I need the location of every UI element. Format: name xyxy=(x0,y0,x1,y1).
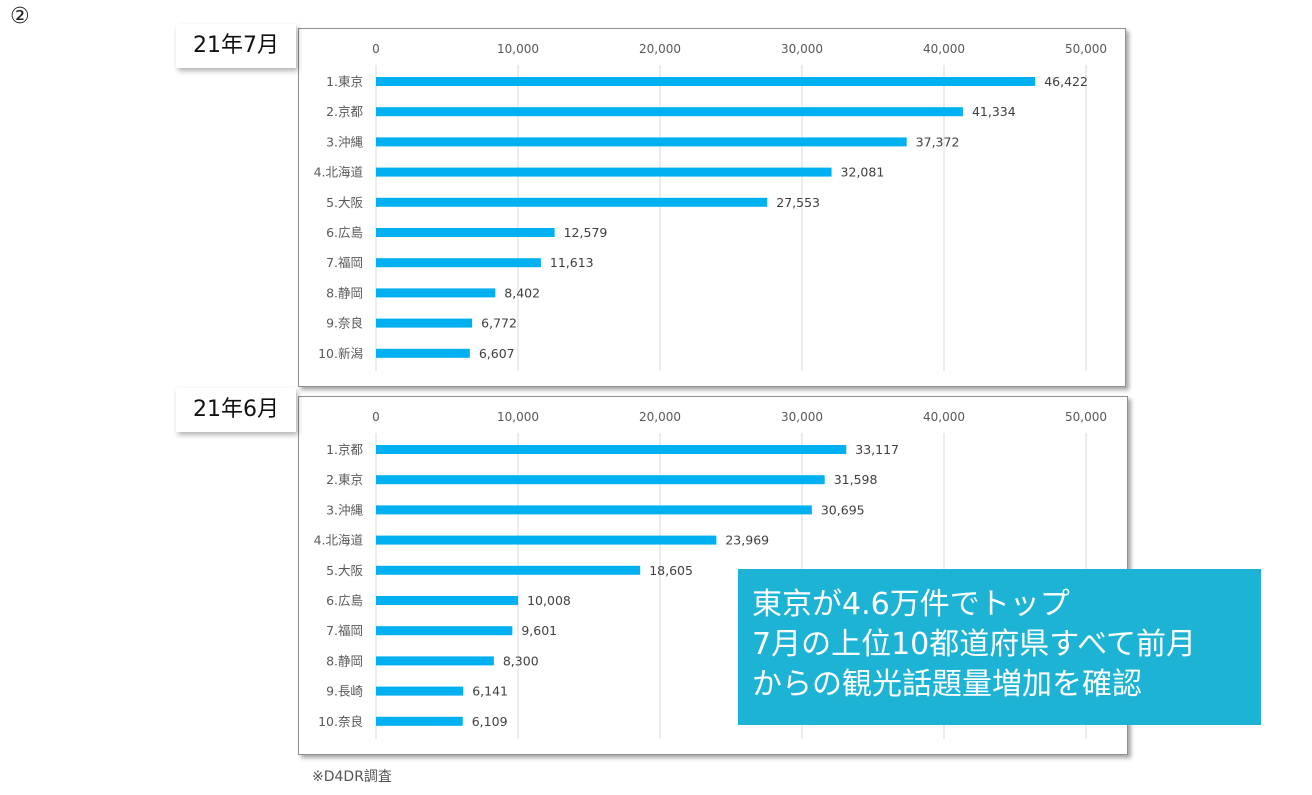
x-tick-label-july: 50,000 xyxy=(1065,42,1107,56)
bar-june xyxy=(376,445,846,454)
data-label-july: 37,372 xyxy=(916,134,960,149)
callout-line-2: 7月の上位10都道府県すべて前月 xyxy=(752,625,1247,665)
category-label-june: 1.京都 xyxy=(326,442,363,457)
bar-july xyxy=(376,168,832,177)
data-label-june: 10,008 xyxy=(527,593,571,608)
category-label-july: 7.福岡 xyxy=(326,255,363,270)
data-label-june: 33,117 xyxy=(855,442,899,457)
data-label-july: 41,334 xyxy=(972,104,1016,119)
source-note: ※D4DR調査 xyxy=(312,766,392,786)
category-label-june: 3.沖縄 xyxy=(326,502,363,517)
data-label-july: 6,607 xyxy=(479,346,515,361)
category-label-july: 3.沖縄 xyxy=(326,134,363,149)
x-tick-label-july: 30,000 xyxy=(781,42,823,56)
bar-june xyxy=(376,687,463,696)
callout-line-3: からの観光話題量増加を確認 xyxy=(752,665,1247,705)
bar-july xyxy=(376,228,555,237)
bar-june xyxy=(376,536,716,545)
bar-july xyxy=(376,258,541,267)
category-label-june: 8.静岡 xyxy=(326,653,363,668)
x-tick-label-june: 40,000 xyxy=(923,410,965,424)
bar-july xyxy=(376,107,963,116)
bar-june xyxy=(376,566,640,575)
data-label-july: 12,579 xyxy=(564,225,608,240)
data-label-june: 6,141 xyxy=(472,684,508,699)
x-tick-label-july: 10,000 xyxy=(497,42,539,56)
bar-june xyxy=(376,475,825,484)
category-label-june: 5.大阪 xyxy=(326,563,363,578)
category-label-july: 10.新潟 xyxy=(318,346,363,361)
category-label-june: 7.福岡 xyxy=(326,623,363,638)
category-label-july: 2.京都 xyxy=(326,104,363,119)
data-label-july: 32,081 xyxy=(841,165,885,180)
x-tick-label-june: 20,000 xyxy=(639,410,681,424)
x-tick-label-july: 20,000 xyxy=(639,42,681,56)
bar-june xyxy=(376,626,512,635)
bar-june xyxy=(376,656,494,665)
bar-chart-july: 0 10,000 20,000 30,000 40,000 50,000 1.東京 46,42… xyxy=(299,29,1125,386)
data-label-june: 8,300 xyxy=(503,653,539,668)
x-tick-label-june: 10,000 xyxy=(497,410,539,424)
x-tick-label-june: 50,000 xyxy=(1065,410,1107,424)
period-label-july: 21年7月 xyxy=(176,24,296,68)
category-label-july: 9.奈良 xyxy=(326,316,363,331)
category-label-june: 9.長崎 xyxy=(326,684,363,699)
data-label-june: 18,605 xyxy=(649,563,693,578)
category-label-june: 6.広島 xyxy=(326,593,363,608)
callout-line-1: 東京が4.6万件でトップ xyxy=(752,585,1247,625)
category-label-june: 10.奈良 xyxy=(318,714,363,729)
period-label-june: 21年6月 xyxy=(176,388,296,432)
data-label-june: 30,695 xyxy=(821,502,865,517)
bar-july xyxy=(376,77,1035,86)
data-label-june: 31,598 xyxy=(834,472,878,487)
data-label-july: 6,772 xyxy=(481,316,517,331)
chart-panel-july: 0 10,000 20,000 30,000 40,000 50,000 1.東京 46,42… xyxy=(298,28,1126,387)
summary-callout: 東京が4.6万件でトップ 7月の上位10都道府県すべて前月 からの観光話題量増加… xyxy=(738,569,1261,725)
data-label-july: 11,613 xyxy=(550,255,594,270)
category-label-june: 2.東京 xyxy=(326,472,363,487)
bar-july xyxy=(376,137,907,146)
x-tick-label-july: 0 xyxy=(372,42,380,56)
category-label-july: 4.北海道 xyxy=(314,165,364,180)
category-label-july: 8.静岡 xyxy=(326,285,363,300)
bar-june xyxy=(376,596,518,605)
bar-july xyxy=(376,198,767,207)
x-tick-label-june: 30,000 xyxy=(781,410,823,424)
bar-june xyxy=(376,717,463,726)
bar-june xyxy=(376,505,812,514)
data-label-june: 23,969 xyxy=(725,533,769,548)
category-label-july: 1.東京 xyxy=(326,74,363,89)
section-marker: ② xyxy=(10,6,30,28)
x-tick-label-july: 40,000 xyxy=(923,42,965,56)
bar-july xyxy=(376,288,495,297)
data-label-june: 9,601 xyxy=(521,623,557,638)
x-tick-label-june: 0 xyxy=(372,410,380,424)
data-label-june: 6,109 xyxy=(472,714,508,729)
bar-july xyxy=(376,319,472,328)
category-label-june: 4.北海道 xyxy=(314,533,364,548)
category-label-july: 6.広島 xyxy=(326,225,363,240)
bar-july xyxy=(376,349,470,358)
category-label-july: 5.大阪 xyxy=(326,195,363,210)
data-label-july: 27,553 xyxy=(776,195,820,210)
data-label-july: 46,422 xyxy=(1044,74,1088,89)
data-label-july: 8,402 xyxy=(504,285,540,300)
